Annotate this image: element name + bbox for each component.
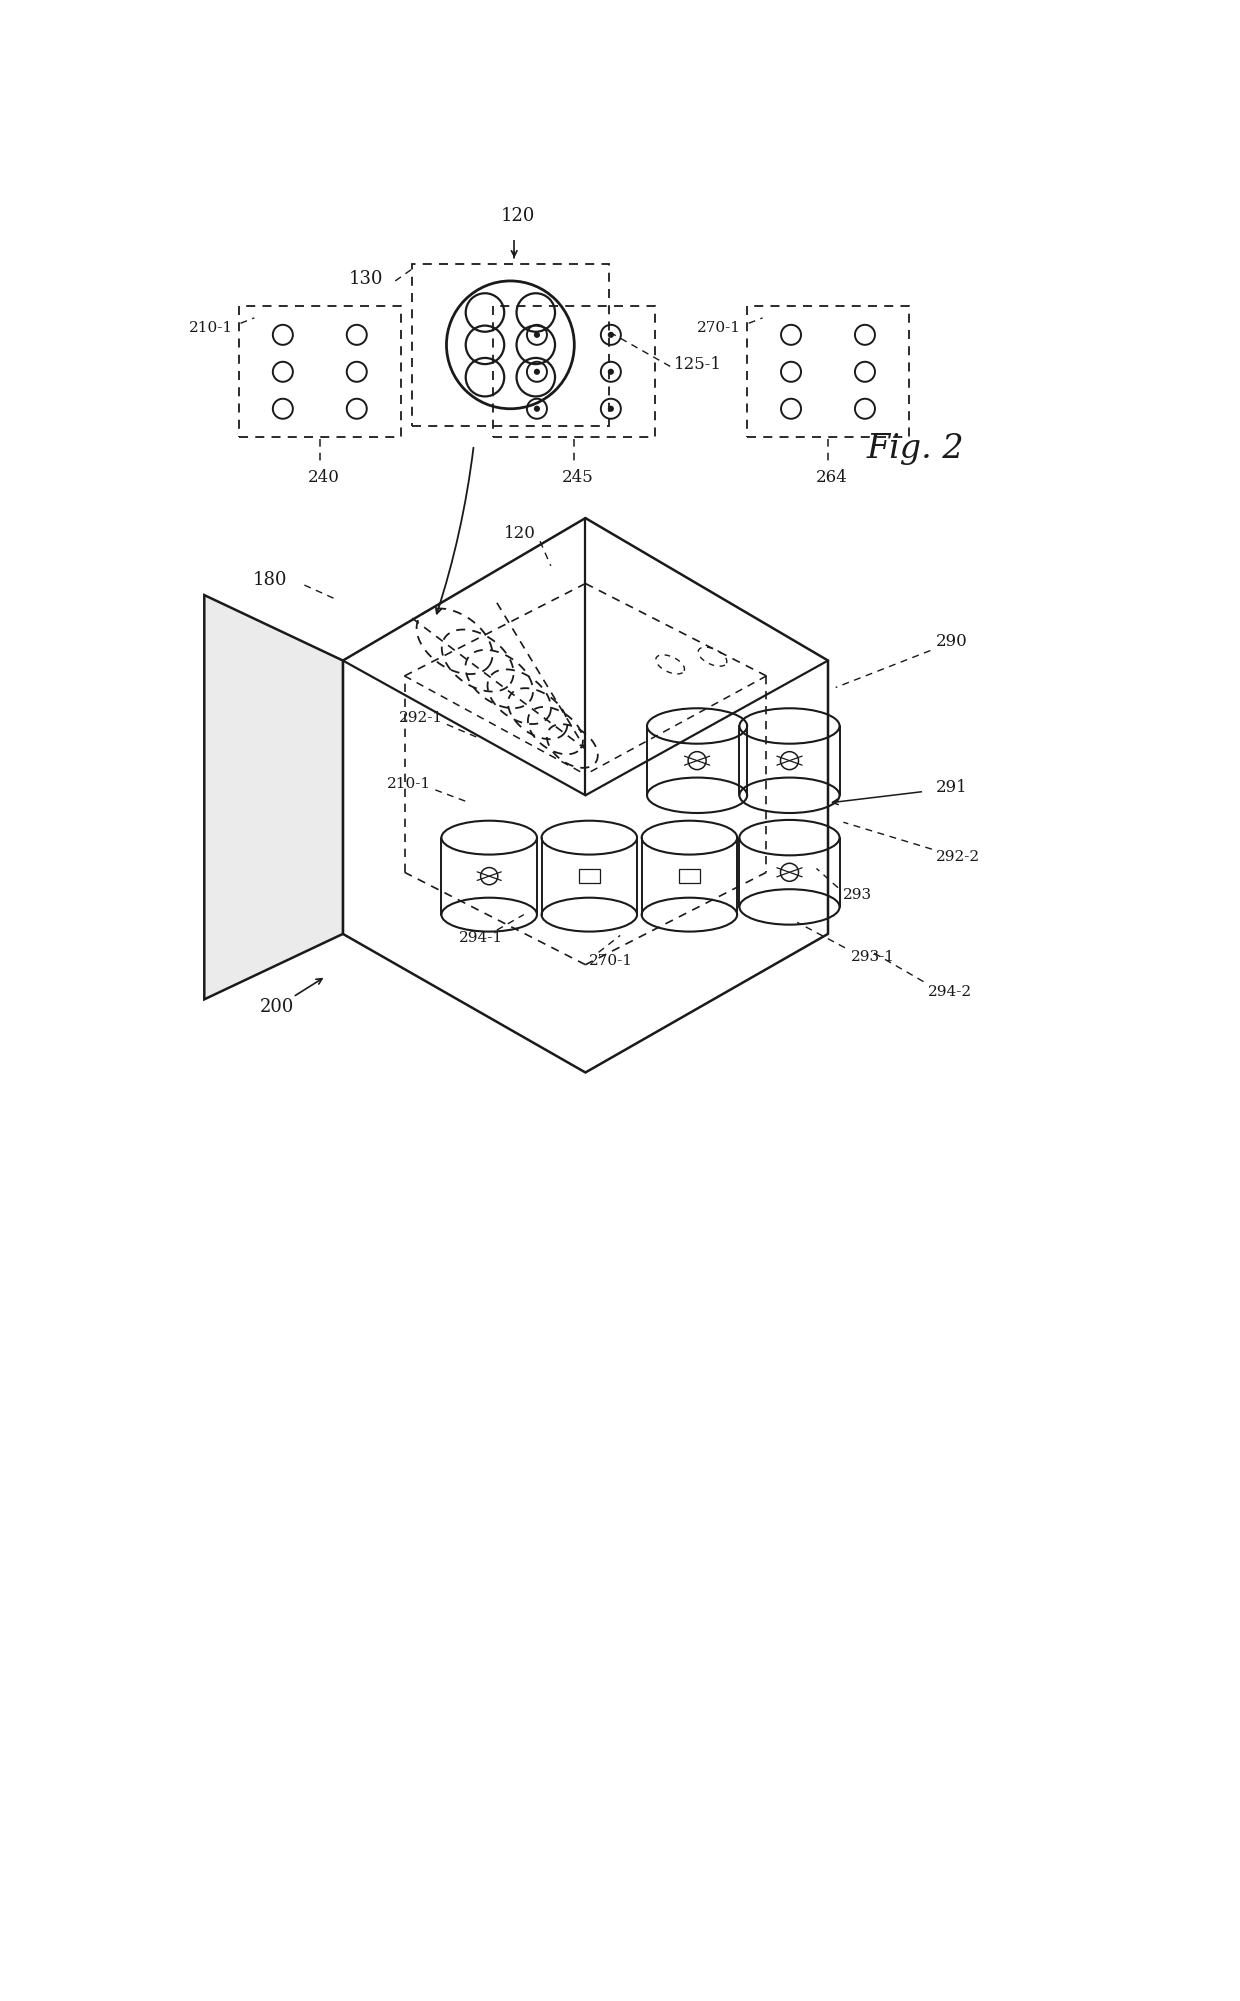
Bar (494, 306, 655, 438)
Text: 270-1: 270-1 (589, 954, 634, 968)
Bar (412, 264, 609, 426)
Text: 125-1: 125-1 (675, 356, 722, 372)
Circle shape (534, 406, 541, 412)
Text: 294-1: 294-1 (460, 930, 503, 944)
Text: 270-1: 270-1 (697, 320, 742, 334)
Text: 210-1: 210-1 (188, 320, 233, 334)
Text: 292-1: 292-1 (399, 710, 443, 724)
Circle shape (608, 332, 614, 338)
Text: 293-1: 293-1 (851, 950, 895, 964)
Text: 180: 180 (253, 570, 288, 588)
Circle shape (534, 368, 541, 374)
Text: 245: 245 (562, 468, 594, 486)
Text: 210-1: 210-1 (387, 776, 432, 790)
Circle shape (608, 368, 614, 374)
Bar (579, 868, 600, 884)
Text: 294-2: 294-2 (928, 984, 972, 998)
Text: 130: 130 (348, 270, 383, 288)
Text: 264: 264 (816, 468, 848, 486)
Text: 292-2: 292-2 (936, 850, 980, 864)
Circle shape (608, 406, 614, 412)
Text: 293: 293 (843, 888, 873, 902)
Text: 240: 240 (308, 468, 340, 486)
Text: 120: 120 (503, 524, 536, 542)
Text: 120: 120 (501, 208, 536, 226)
Text: 291: 291 (936, 778, 967, 796)
Bar (748, 306, 909, 438)
Text: 290: 290 (936, 632, 967, 650)
Text: 200: 200 (260, 998, 295, 1017)
Bar (239, 306, 401, 438)
Bar (678, 868, 699, 884)
Circle shape (534, 332, 541, 338)
Polygon shape (205, 594, 343, 998)
Text: Fig. 2: Fig. 2 (867, 432, 965, 464)
